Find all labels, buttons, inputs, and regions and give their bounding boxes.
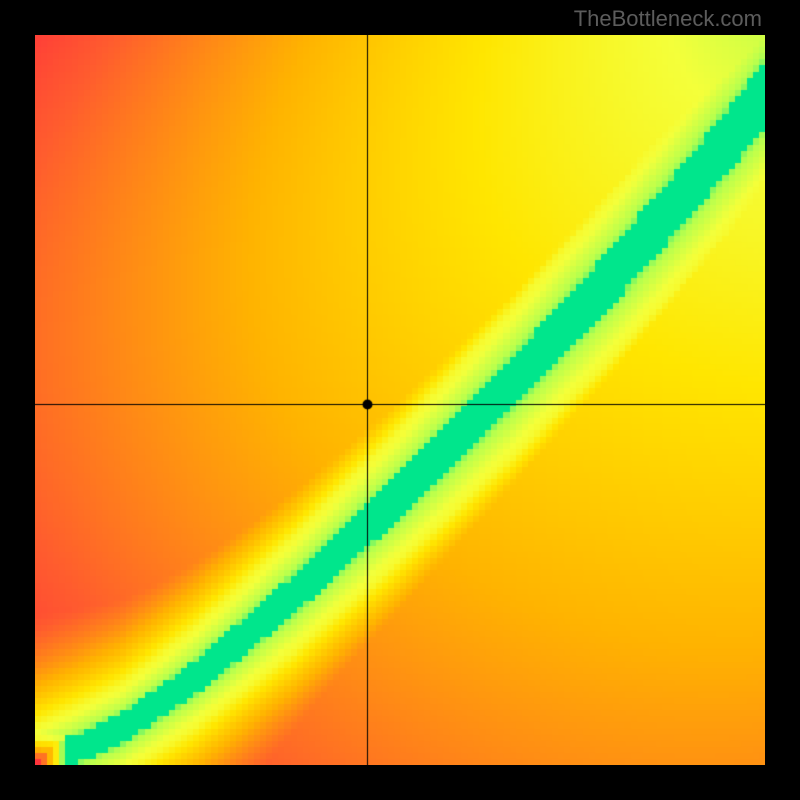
watermark-text: TheBottleneck.com [574, 6, 762, 32]
bottleneck-heatmap [35, 35, 765, 765]
chart-frame: TheBottleneck.com [0, 0, 800, 800]
